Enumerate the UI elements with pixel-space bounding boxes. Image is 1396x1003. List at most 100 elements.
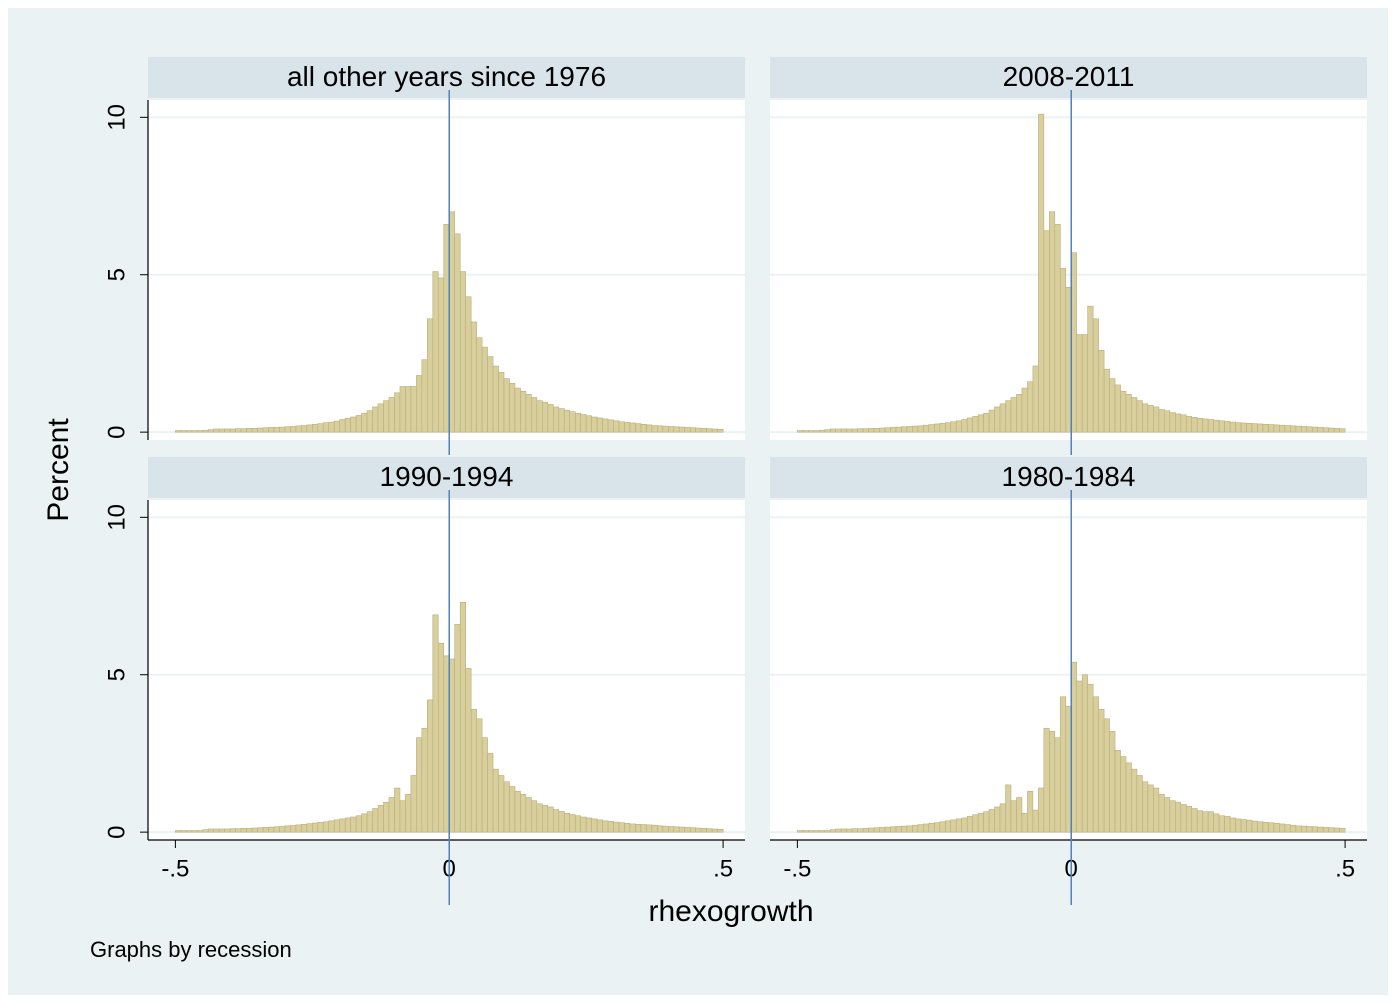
bar [476,337,483,433]
bar [1098,709,1105,833]
bar [312,423,319,433]
bar [1043,230,1050,433]
bar [1284,425,1291,433]
bar [1142,781,1149,833]
bar [808,830,815,833]
bar [1164,797,1171,833]
bar [797,430,804,433]
bar [689,827,697,833]
bar [1262,822,1269,833]
bar [1049,211,1056,433]
bar [890,427,897,433]
bar [344,417,351,433]
bar [618,822,625,833]
x-tick-label: .5 [713,855,733,882]
bar [1120,390,1127,433]
bar [901,426,908,433]
bar [607,419,614,433]
bar [829,829,837,833]
bar [646,424,653,433]
bar [372,406,379,433]
bar [955,420,962,433]
bar [1322,427,1329,433]
bar [344,817,351,833]
bar [196,430,204,433]
bar [711,828,718,833]
bar [547,404,554,433]
bar [1054,737,1061,833]
bar [492,768,499,833]
bar [432,271,439,433]
bar [835,428,842,433]
bar [465,668,472,833]
bar [180,830,187,833]
bar [585,415,592,433]
bar [689,427,697,433]
bar [1317,826,1324,833]
bar [487,356,494,433]
bar [950,819,957,833]
bar [520,390,527,433]
bar [1185,806,1193,833]
bar [427,699,434,833]
bar [972,416,979,433]
bar [1295,425,1302,433]
bar [514,387,521,433]
bar [1038,787,1045,833]
bar [399,800,406,833]
y-tick-label: 0 [103,425,130,438]
bar [651,824,658,833]
bar [273,427,280,433]
bar [934,822,941,833]
bar [917,824,924,833]
bar [246,828,253,833]
bar [388,797,395,833]
bar [1333,428,1340,433]
bar [279,426,286,433]
bar [1257,821,1264,833]
bar [1284,824,1291,833]
bar [427,318,434,433]
bar [520,794,527,833]
bar [700,828,707,833]
bar [851,428,858,433]
bar [366,410,373,433]
bar [939,821,946,833]
bar [657,425,664,433]
bar [1125,394,1132,433]
bar [868,428,875,433]
bar [988,809,995,833]
bar [388,397,395,433]
bar [333,819,340,833]
bar [624,422,631,433]
bar [454,233,461,433]
x-axis-title: rhexogrowth [648,895,813,928]
bar [906,426,913,433]
x-tick-label: -.5 [783,855,811,882]
bar [322,422,330,433]
bar [383,400,390,433]
bar [1317,427,1324,433]
bar [580,816,587,833]
bar [355,815,362,833]
bar [1328,427,1335,433]
bar [558,408,565,433]
bar [246,428,253,433]
bar [879,827,886,833]
bar [813,430,820,433]
bar [202,829,209,833]
bar [1147,784,1154,833]
bar [317,822,324,833]
bar [1010,800,1017,833]
bar [1196,417,1203,433]
panel-title: 1990-1994 [380,461,514,492]
bar [1328,827,1335,833]
bar [1273,823,1280,833]
bar [1300,825,1308,833]
bar [1081,334,1088,433]
bar [988,409,995,433]
bar [377,805,384,833]
bar [862,828,869,833]
bar [574,815,581,833]
bar [629,422,636,433]
